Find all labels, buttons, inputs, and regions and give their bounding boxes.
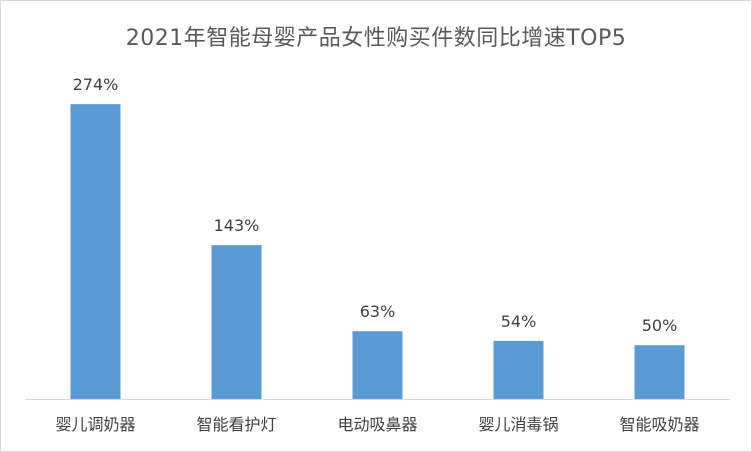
data-label-2: 143% — [214, 216, 260, 235]
category-label-3: 电动吸鼻器 — [337, 415, 417, 434]
bar-3 — [352, 331, 403, 399]
data-labels-group: 274% 143% 63% 54% 50% — [73, 75, 678, 335]
bar-5 — [634, 345, 685, 399]
category-label-4: 婴儿消毒锅 — [478, 415, 558, 434]
data-label-3: 63% — [360, 302, 396, 321]
bar-4 — [493, 340, 544, 399]
category-labels-group: 婴儿调奶器 智能看护灯 电动吸鼻器 婴儿消毒锅 智能吸奶器 — [55, 415, 699, 434]
category-label-5: 智能吸奶器 — [619, 415, 699, 434]
chart-title: 2021年智能母婴产品女性购买件数同比增速TOP5 — [125, 26, 627, 51]
bar-2 — [211, 245, 262, 399]
data-label-4: 54% — [501, 312, 537, 331]
category-label-1: 婴儿调奶器 — [55, 415, 135, 434]
data-label-1: 274% — [73, 75, 119, 94]
category-label-2: 智能看护灯 — [196, 415, 276, 434]
bars-group — [70, 104, 685, 400]
data-label-5: 50% — [642, 316, 678, 335]
bar-1 — [70, 104, 121, 400]
